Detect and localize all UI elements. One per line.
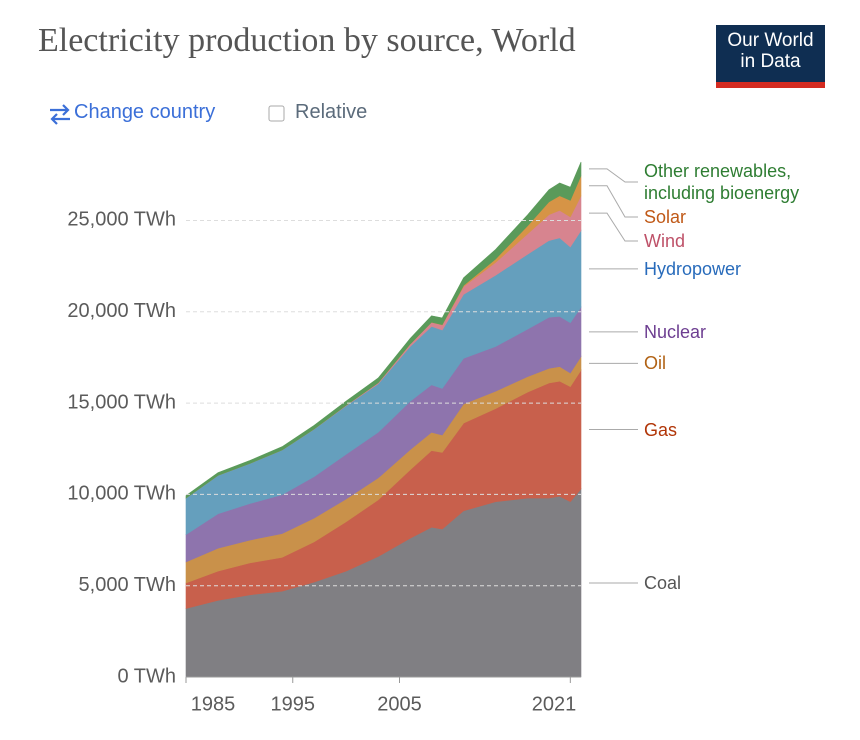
- logo-text: Our World in Data: [727, 30, 814, 72]
- y-tick-label: 10,000 TWh: [67, 483, 176, 505]
- relative-toggle[interactable]: Relative: [295, 101, 368, 123]
- leader-line: [589, 212, 638, 242]
- x-tick-label: 2021: [532, 693, 577, 715]
- y-tick-label: 15,000 TWh: [67, 391, 176, 413]
- legend-label: Hydropower: [644, 258, 742, 279]
- y-tick-label: 5,000 TWh: [79, 574, 176, 596]
- title: Electricity production by source, World: [38, 22, 576, 59]
- y-tick-label: 0 TWh: [117, 665, 176, 687]
- legend-label: Wind: [644, 231, 686, 251]
- swap-icon: [50, 104, 70, 125]
- checkbox[interactable]: [268, 105, 285, 122]
- x-tick-label: 2005: [377, 693, 422, 715]
- legend-label: Gas: [644, 419, 678, 440]
- change-country[interactable]: Change country: [74, 101, 216, 123]
- y-tick-label: 25,000 TWh: [67, 209, 176, 231]
- leader-line: [589, 185, 638, 218]
- x-tick-label: 1985: [191, 693, 236, 715]
- legend-label: Solar: [644, 207, 687, 227]
- legend-label: Coal: [644, 572, 682, 593]
- area: [185, 161, 582, 499]
- x-tick-label: 1995: [271, 693, 316, 715]
- logo: Our World in Data: [716, 25, 825, 88]
- legend-label: Other renewables, including bioenergy: [644, 161, 800, 203]
- legend-label: Nuclear: [644, 321, 707, 342]
- leader-line: [589, 168, 638, 183]
- legend-label: Oil: [644, 353, 666, 374]
- y-tick-label: 20,000 TWh: [67, 300, 176, 322]
